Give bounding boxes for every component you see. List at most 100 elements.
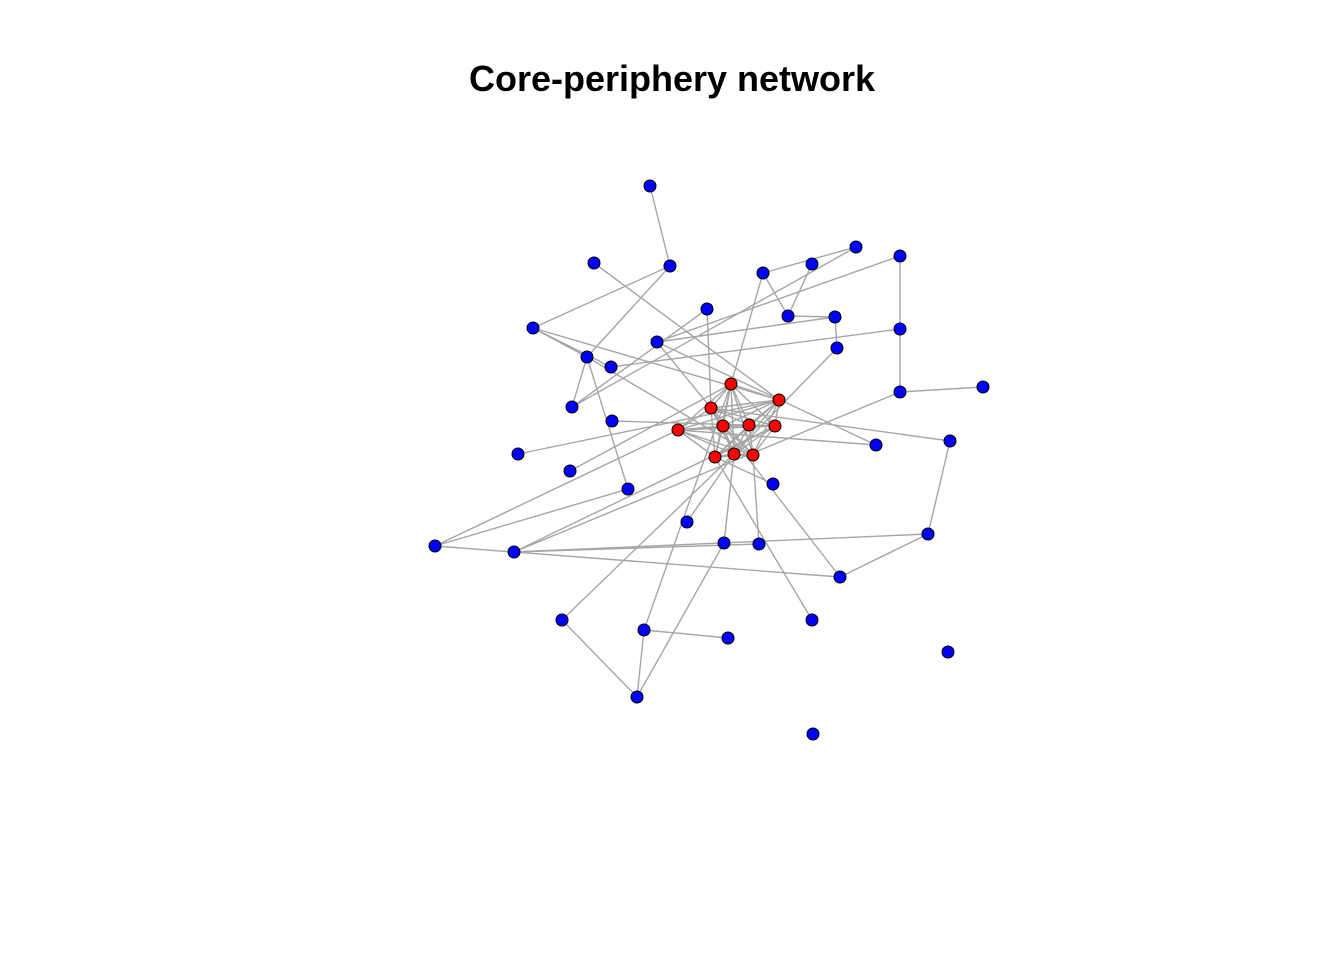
periphery-node xyxy=(805,257,819,271)
edge xyxy=(610,328,901,368)
edge xyxy=(561,453,735,621)
periphery-node xyxy=(604,360,618,374)
periphery-node xyxy=(605,414,619,428)
periphery-node xyxy=(943,434,957,448)
periphery-node xyxy=(893,249,907,263)
core-node xyxy=(704,401,718,415)
edge xyxy=(706,308,712,409)
periphery-node xyxy=(805,613,819,627)
edge xyxy=(517,399,780,455)
periphery-node xyxy=(766,477,780,491)
edge xyxy=(571,356,588,408)
chart-title: Core-periphery network xyxy=(468,58,876,99)
periphery-node xyxy=(721,631,735,645)
periphery-node xyxy=(526,321,540,335)
edge xyxy=(733,399,780,455)
periphery-node xyxy=(511,447,525,461)
edge xyxy=(513,425,776,553)
edge xyxy=(677,407,712,431)
edge xyxy=(677,383,732,431)
edge xyxy=(714,456,774,485)
edge xyxy=(571,246,857,408)
periphery-node xyxy=(752,537,766,551)
edge xyxy=(643,629,729,639)
edge xyxy=(677,429,877,446)
periphery-node xyxy=(507,545,521,559)
edge xyxy=(434,488,629,547)
edge xyxy=(677,429,754,456)
edge xyxy=(643,383,732,631)
edge xyxy=(730,272,764,385)
periphery-node xyxy=(893,385,907,399)
periphery-node xyxy=(869,438,883,452)
core-node xyxy=(727,447,741,461)
periphery-node xyxy=(580,350,594,364)
periphery-node xyxy=(563,464,577,478)
edge xyxy=(722,425,841,578)
periphery-node xyxy=(663,259,677,273)
periphery-node xyxy=(650,335,664,349)
node-layer xyxy=(428,179,990,741)
edge xyxy=(586,265,671,358)
edge xyxy=(677,399,780,431)
core-node xyxy=(768,419,782,433)
periphery-node xyxy=(637,623,651,637)
core-node xyxy=(772,393,786,407)
edge xyxy=(733,347,838,455)
edge xyxy=(762,272,789,317)
edge xyxy=(686,453,735,523)
edge xyxy=(730,383,750,426)
edge xyxy=(434,429,679,547)
edge xyxy=(513,391,901,553)
core-node xyxy=(716,419,730,433)
edge xyxy=(927,440,951,535)
edge xyxy=(571,308,708,408)
edge xyxy=(787,315,836,318)
edge xyxy=(636,629,645,698)
edge xyxy=(586,356,754,456)
periphery-node xyxy=(428,539,442,553)
core-node xyxy=(742,418,756,432)
edge xyxy=(787,263,813,317)
periphery-node xyxy=(680,515,694,529)
periphery-node xyxy=(781,309,795,323)
edge xyxy=(561,619,638,698)
edge xyxy=(434,545,841,578)
edge xyxy=(899,386,984,393)
edge xyxy=(714,456,813,621)
edge xyxy=(649,185,671,267)
periphery-node xyxy=(643,179,657,193)
edge xyxy=(722,425,754,456)
edge xyxy=(532,327,588,358)
edge xyxy=(656,341,712,409)
periphery-node xyxy=(756,266,770,280)
periphery-node xyxy=(976,380,990,394)
edge xyxy=(677,429,716,458)
edge-layer xyxy=(434,185,984,698)
core-node xyxy=(671,423,685,437)
periphery-node xyxy=(806,727,820,741)
edge xyxy=(710,407,754,456)
edge xyxy=(839,533,929,578)
edge xyxy=(710,407,951,442)
periphery-node xyxy=(700,302,714,316)
core-node xyxy=(724,377,738,391)
periphery-node xyxy=(893,322,907,336)
periphery-node xyxy=(828,310,842,324)
edge xyxy=(532,265,671,329)
edge xyxy=(569,383,732,472)
core-node xyxy=(708,450,722,464)
edge xyxy=(656,341,877,446)
core-node xyxy=(746,448,760,462)
edge xyxy=(723,453,735,544)
edge xyxy=(636,542,725,698)
edge xyxy=(532,327,780,401)
periphery-node xyxy=(587,256,601,270)
periphery-node xyxy=(849,240,863,254)
periphery-node xyxy=(717,536,731,550)
periphery-node xyxy=(555,613,569,627)
periphery-node xyxy=(565,400,579,414)
periphery-node xyxy=(921,527,935,541)
